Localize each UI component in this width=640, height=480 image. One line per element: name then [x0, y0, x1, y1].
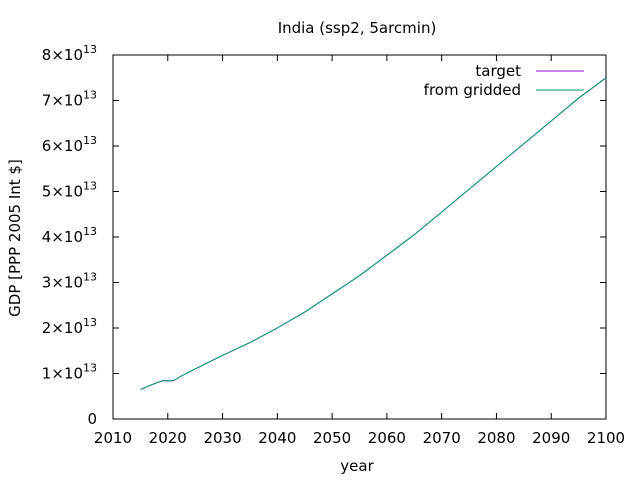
x-tick-label: 2030	[203, 429, 241, 447]
y-tick-label: 8×1013	[42, 43, 97, 64]
series-line-from-gridded	[140, 77, 607, 390]
y-tick-label: 7×1013	[42, 89, 97, 110]
chart-title: India (ssp2, 5arcmin)	[278, 19, 437, 37]
y-tick-label: 5×1013	[42, 180, 97, 201]
y-tick-label: 0	[87, 410, 97, 428]
series-line-target	[140, 77, 607, 390]
y-tick-label: 4×1013	[42, 225, 97, 246]
plot-border	[112, 54, 607, 420]
x-tick-label: 2070	[423, 429, 461, 447]
axes	[112, 54, 607, 420]
x-tick-label: 2050	[313, 429, 351, 447]
x-tick-label: 2100	[587, 429, 625, 447]
x-tick-label: 2010	[94, 429, 132, 447]
series-lines	[140, 77, 607, 390]
x-tick-label: 2060	[368, 429, 406, 447]
y-tick-label: 2×1013	[42, 316, 97, 337]
x-tick-label: 2020	[149, 429, 187, 447]
x-tick-label: 2040	[258, 429, 296, 447]
y-tick-label: 3×1013	[42, 271, 97, 292]
legend-label: from gridded	[424, 81, 521, 99]
y-tick-label: 6×1013	[42, 134, 97, 155]
x-axis-label: year	[340, 457, 374, 475]
y-axis-label: GDP [PPP 2005 Int $]	[6, 159, 24, 317]
legend-label: target	[475, 62, 521, 80]
x-tick-label: 2090	[532, 429, 570, 447]
ticks: 2010 2020 2030 2040 2050 2060 2070 2080 2090 2100…	[42, 43, 625, 447]
x-tick-label: 2080	[477, 429, 515, 447]
y-tick-label: 1×1013	[42, 362, 97, 383]
